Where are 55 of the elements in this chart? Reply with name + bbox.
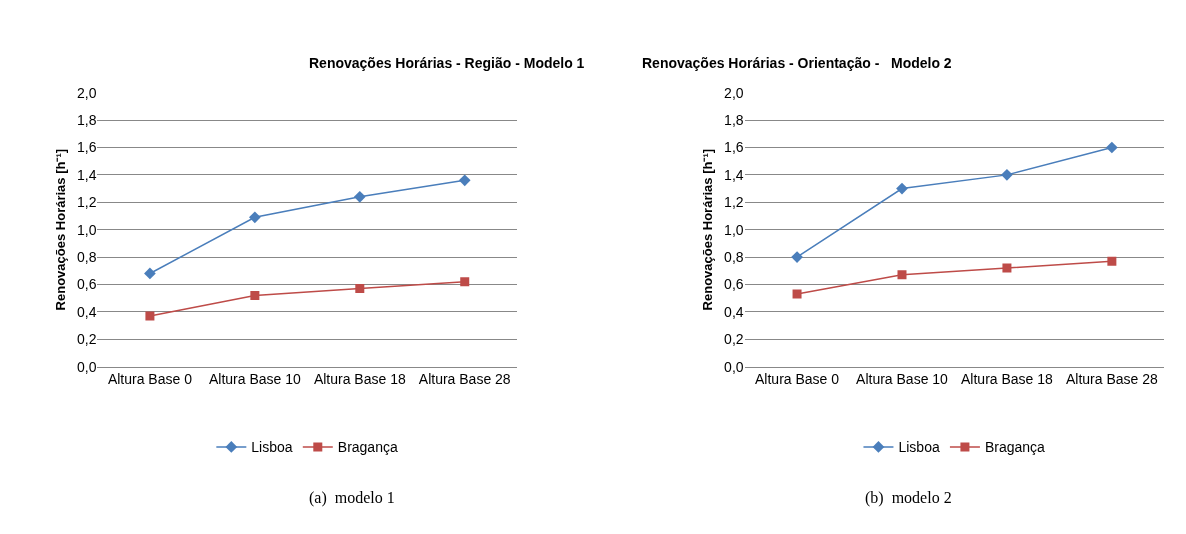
y-tick-label: 0,6 xyxy=(724,276,744,293)
legend-label: Lisboa xyxy=(251,439,293,456)
y-tick-label: 1,2 xyxy=(76,194,97,211)
point xyxy=(1106,141,1118,154)
x-tick-label: Altura Base 10 xyxy=(856,371,949,388)
y-tick-label: 1,4 xyxy=(724,166,744,183)
point xyxy=(355,284,365,294)
y-tick-label: 0,8 xyxy=(76,248,97,265)
point xyxy=(1107,256,1117,266)
x-tick-label: Altura Base 0 xyxy=(107,371,193,388)
y-tick-label: 1,4 xyxy=(76,166,97,183)
y-tick-label: 2,0 xyxy=(724,84,744,101)
y-tick-label: 0,0 xyxy=(724,358,744,375)
x-tick-label: Altura Base 0 xyxy=(755,371,840,388)
y-tick-label: 1,6 xyxy=(76,139,97,156)
y-tick-label: 0,2 xyxy=(724,331,744,348)
y-tick-label: 1,2 xyxy=(724,194,744,211)
y-tick-label: 0,2 xyxy=(76,331,97,348)
y-tick-label: 1,8 xyxy=(76,111,97,128)
y-axis-title: Renovações Horárias [h⁻¹] xyxy=(700,148,716,311)
point xyxy=(250,290,260,300)
text: (a) modelo 1 xyxy=(309,489,395,507)
point xyxy=(1001,169,1013,181)
y-tick-label: 1,6 xyxy=(724,139,744,156)
chart-title: Renovações Horárias - Orientação - Modelo 2 xyxy=(642,55,952,71)
y-tick-label: 0,8 xyxy=(724,248,744,265)
y-tick-label: 1,0 xyxy=(76,221,97,238)
y-axis-title: Renovações Horárias [h⁻¹] xyxy=(52,148,68,311)
y-tick-label: 0,0 xyxy=(76,358,97,375)
y-tick-label: 0,6 xyxy=(76,276,97,293)
point xyxy=(896,182,908,195)
point xyxy=(145,311,155,321)
x-tick-label: Altura Base 28 xyxy=(418,371,511,388)
text: (b) modelo 2 xyxy=(865,489,952,507)
y-tick-label: 1,8 xyxy=(724,111,744,128)
legend-label: Bragança xyxy=(984,439,1046,456)
x-tick-label: Altura Base 18 xyxy=(961,371,1054,388)
point xyxy=(353,190,366,203)
legend-label: Bragança xyxy=(337,439,398,456)
x-tick-label: Altura Base 10 xyxy=(208,371,301,388)
y-tick-label: 0,4 xyxy=(724,303,744,320)
point xyxy=(144,267,156,280)
y-tick-label: 1,0 xyxy=(724,221,744,238)
x-tick-label: Altura Base 28 xyxy=(1065,371,1158,388)
point xyxy=(249,211,261,224)
point xyxy=(460,277,470,287)
point xyxy=(1002,263,1012,273)
point xyxy=(792,289,802,299)
legend-label: Lisboa xyxy=(898,439,940,456)
chart-title: Renovações Horárias - Região - Modelo 1 xyxy=(309,55,585,71)
y-tick-label: 2,0 xyxy=(76,84,97,101)
y-tick-label: 0,4 xyxy=(76,303,97,320)
point xyxy=(458,174,471,187)
x-tick-label: Altura Base 18 xyxy=(313,371,406,388)
point xyxy=(897,270,907,280)
